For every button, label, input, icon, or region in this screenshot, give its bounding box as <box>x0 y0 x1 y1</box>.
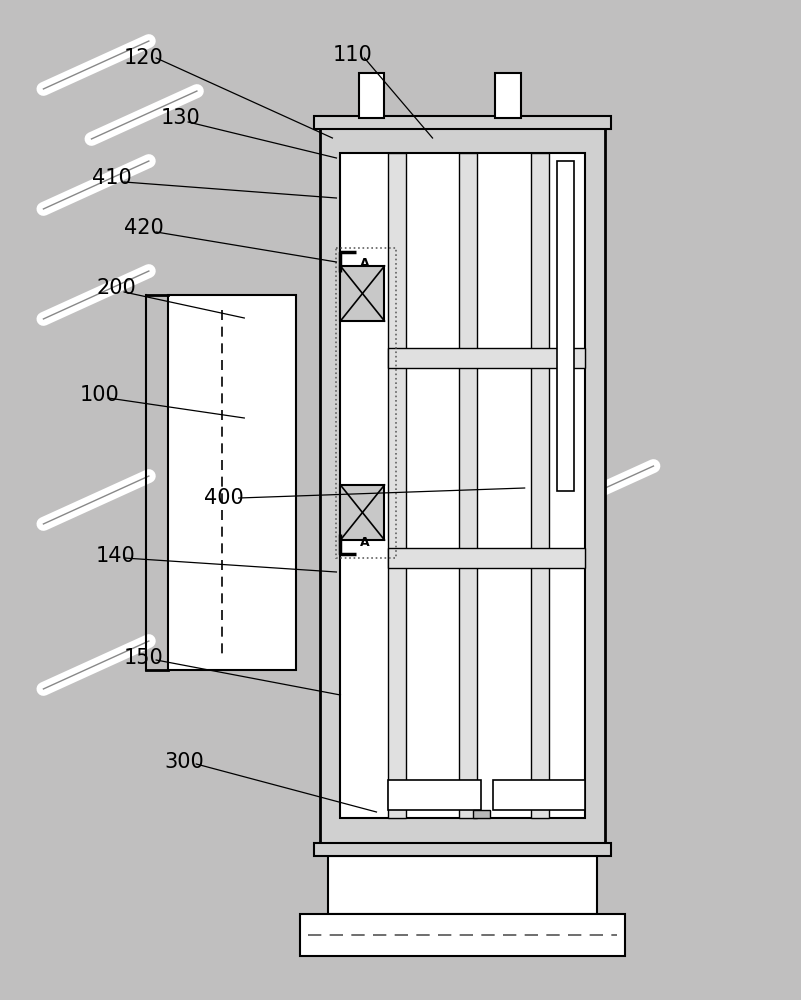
Bar <box>388 348 585 368</box>
Text: 150: 150 <box>124 648 164 668</box>
Bar <box>328 856 597 914</box>
Bar <box>336 248 396 558</box>
Bar <box>300 914 625 956</box>
Bar <box>388 153 406 818</box>
Bar <box>388 548 585 568</box>
Bar <box>340 485 384 540</box>
Bar <box>320 128 605 843</box>
Text: A: A <box>360 257 369 270</box>
Bar <box>340 266 384 321</box>
Bar <box>557 161 574 491</box>
Text: 100: 100 <box>80 385 120 405</box>
Bar <box>168 295 296 670</box>
Bar <box>314 843 611 856</box>
Bar <box>473 810 490 818</box>
Text: 120: 120 <box>124 48 164 68</box>
Bar <box>340 153 585 818</box>
Bar <box>314 116 611 129</box>
Bar <box>531 153 549 818</box>
Text: 110: 110 <box>332 45 372 65</box>
Text: 400: 400 <box>204 488 244 508</box>
Text: 420: 420 <box>124 218 164 238</box>
Text: 130: 130 <box>160 108 200 128</box>
Text: 410: 410 <box>92 168 132 188</box>
Text: 300: 300 <box>164 752 204 772</box>
Text: 200: 200 <box>96 278 136 298</box>
Bar <box>495 73 521 118</box>
Text: A: A <box>360 536 369 549</box>
Bar <box>459 153 477 818</box>
Text: 140: 140 <box>96 546 136 566</box>
Bar <box>388 780 481 810</box>
Bar <box>493 780 585 810</box>
Bar <box>359 73 384 118</box>
